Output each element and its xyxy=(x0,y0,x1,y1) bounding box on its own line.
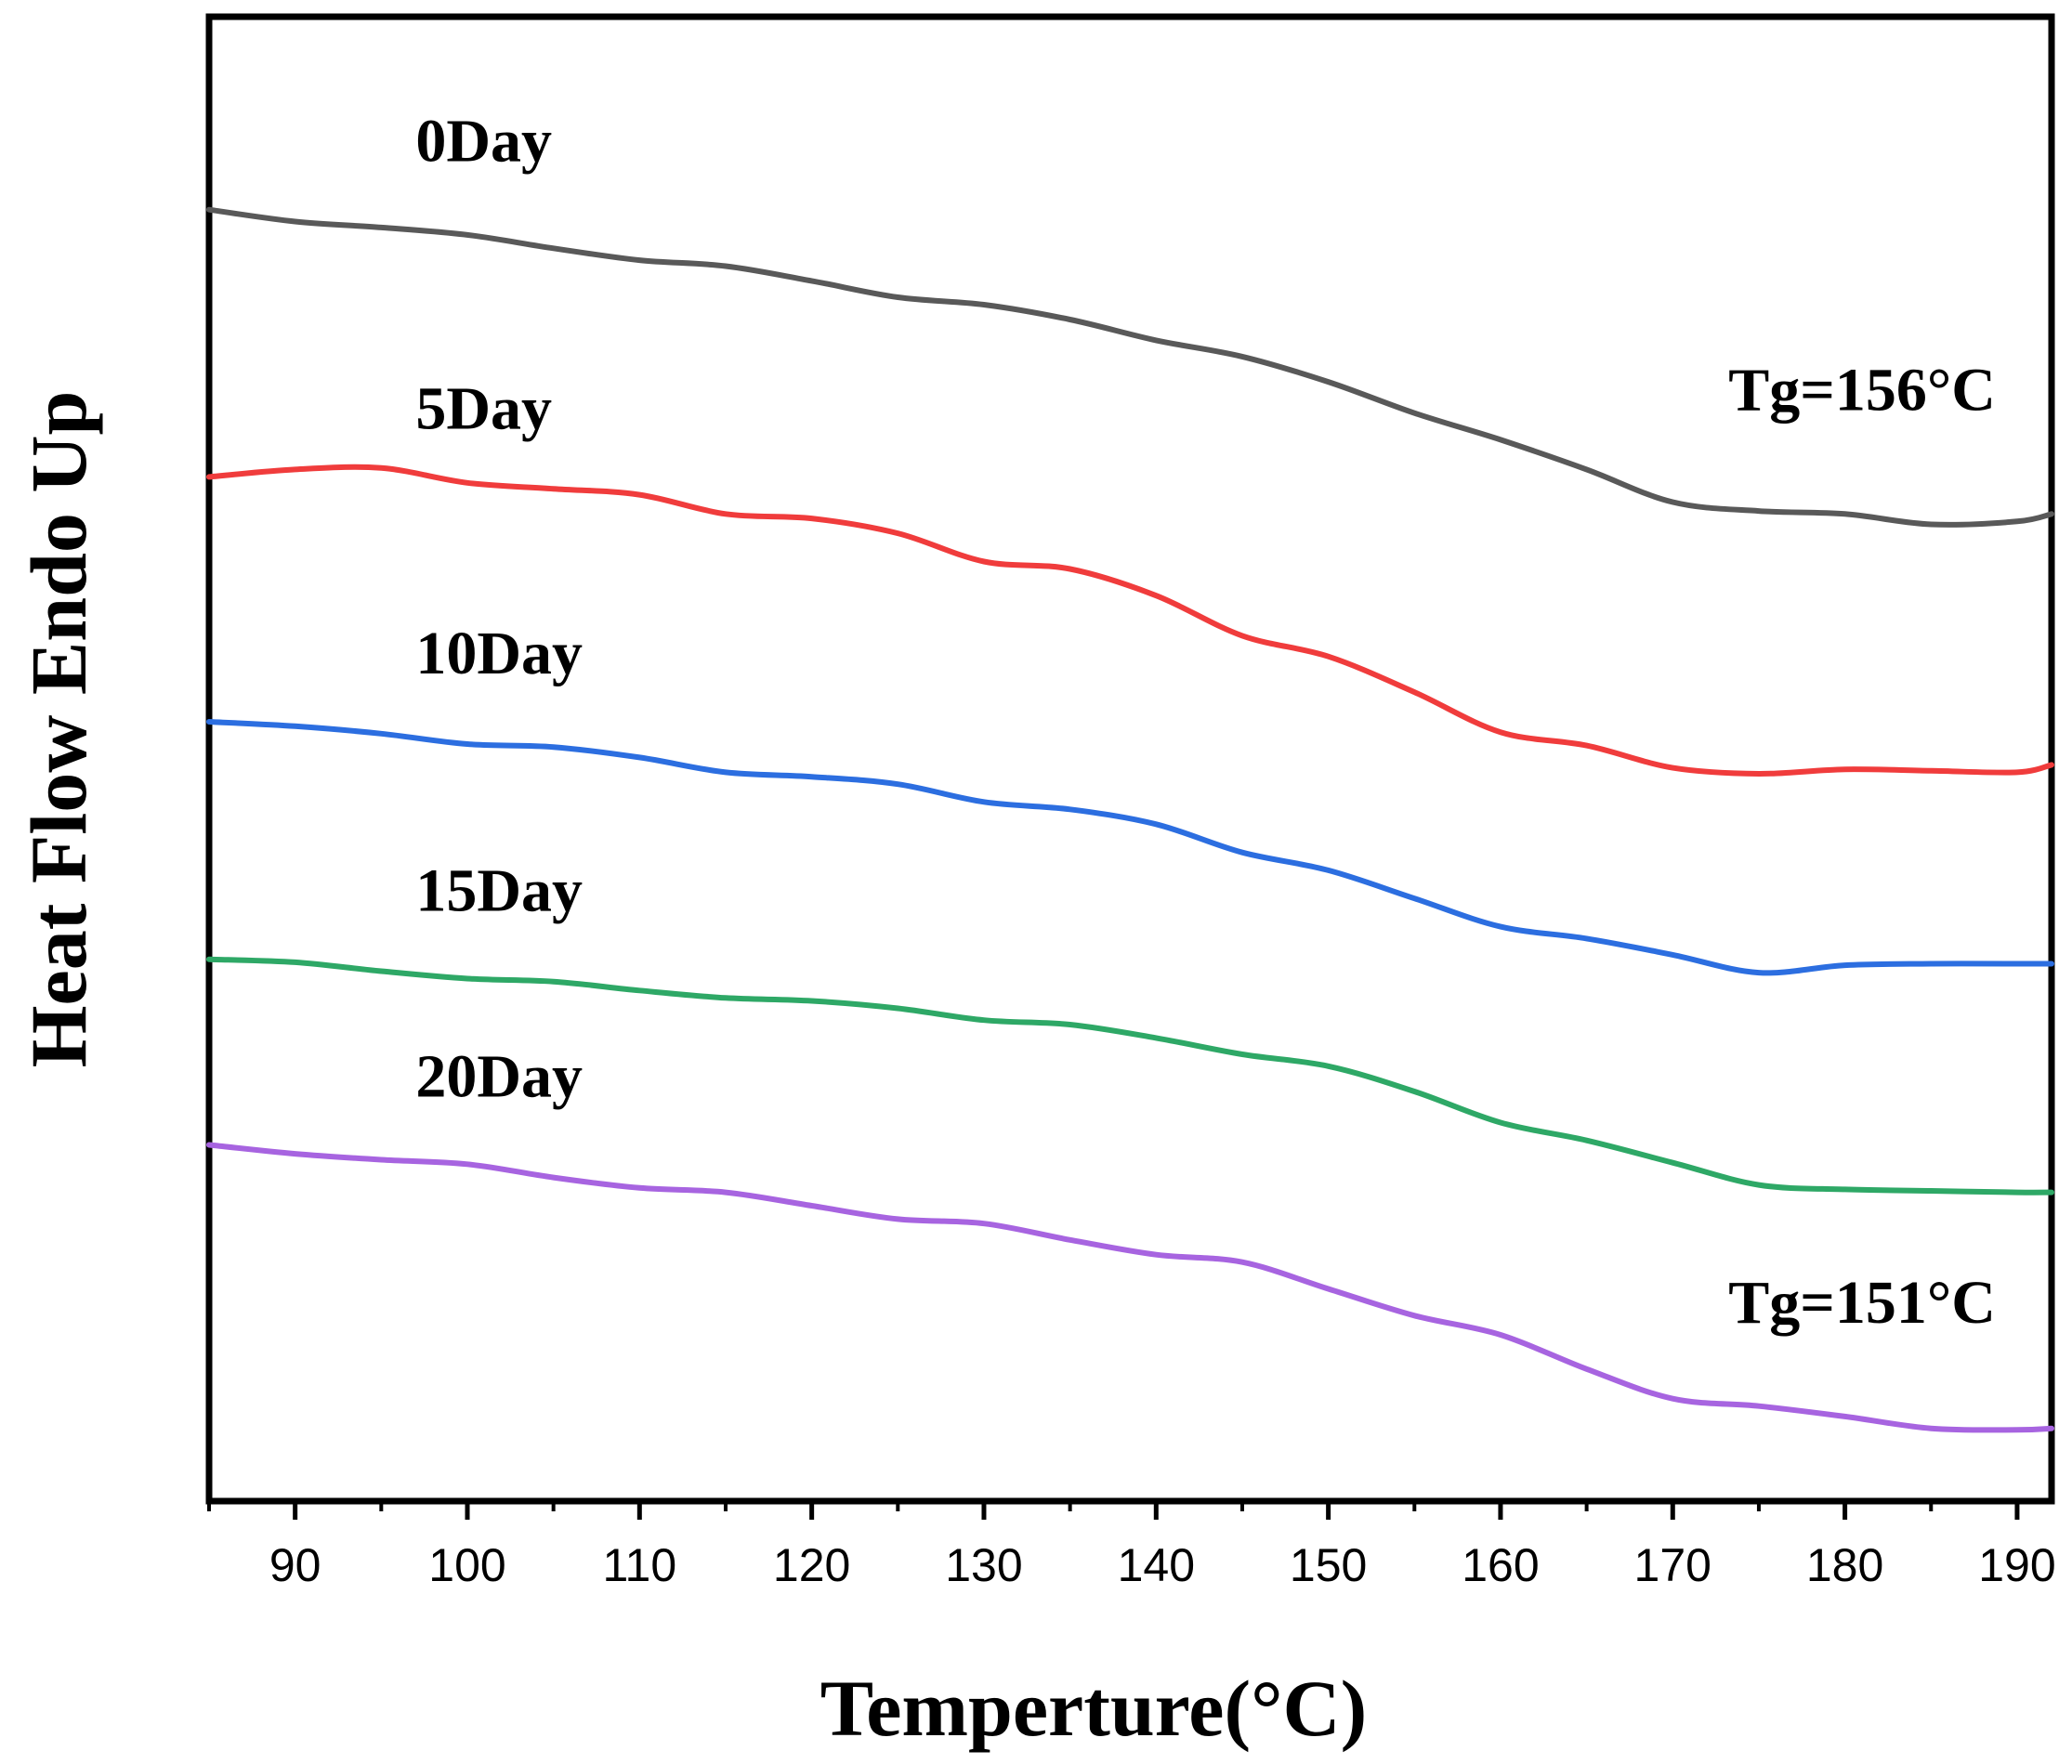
series-label-20day: 20Day xyxy=(415,1042,583,1110)
x-tick-label-130: 130 xyxy=(945,1539,1022,1591)
x-axis-title: Temperture(°C) xyxy=(820,1664,1367,1753)
series-line-10day xyxy=(206,719,2054,976)
x-tick-label-170: 170 xyxy=(1634,1539,1711,1591)
series-label-10day: 10Day xyxy=(415,620,583,687)
y-axis-title: Heat Flow Endo Up xyxy=(14,391,103,1068)
x-tick-label-100: 100 xyxy=(428,1539,505,1591)
tg-annotation-1: Tg=156°C xyxy=(1728,356,1996,424)
series-group xyxy=(206,206,2054,1433)
series-label-5day: 5Day xyxy=(415,374,552,442)
x-tick-label-150: 150 xyxy=(1290,1539,1367,1591)
x-tick-label-160: 160 xyxy=(1462,1539,1539,1591)
series-line-5day xyxy=(206,464,2054,777)
series-line-20day xyxy=(206,1142,2054,1433)
x-tick-label-110: 110 xyxy=(602,1539,676,1591)
series-labels: 0Day 5Day 10Day 15Day 20Day xyxy=(415,108,583,1111)
annotations: Tg=156°C Tg=151°C xyxy=(1728,356,1996,1337)
plot-frame xyxy=(205,13,2055,1505)
x-tick-label-190: 190 xyxy=(1978,1539,2055,1591)
tg-annotation-2: Tg=151°C xyxy=(1728,1269,1996,1337)
x-tick-label-90: 90 xyxy=(269,1539,321,1591)
series-line-15day xyxy=(206,956,2054,1196)
series-line-0day xyxy=(206,206,2054,528)
x-tick-label-120: 120 xyxy=(773,1539,850,1591)
series-label-15day: 15Day xyxy=(415,857,583,925)
x-tick-label-140: 140 xyxy=(1118,1539,1195,1591)
x-axis-ticks: 90 100 110 120 130 140 150 160 170 180 190 xyxy=(207,1501,2056,1591)
x-tick-label-180: 180 xyxy=(1806,1539,1883,1591)
series-label-0day: 0Day xyxy=(415,108,552,176)
